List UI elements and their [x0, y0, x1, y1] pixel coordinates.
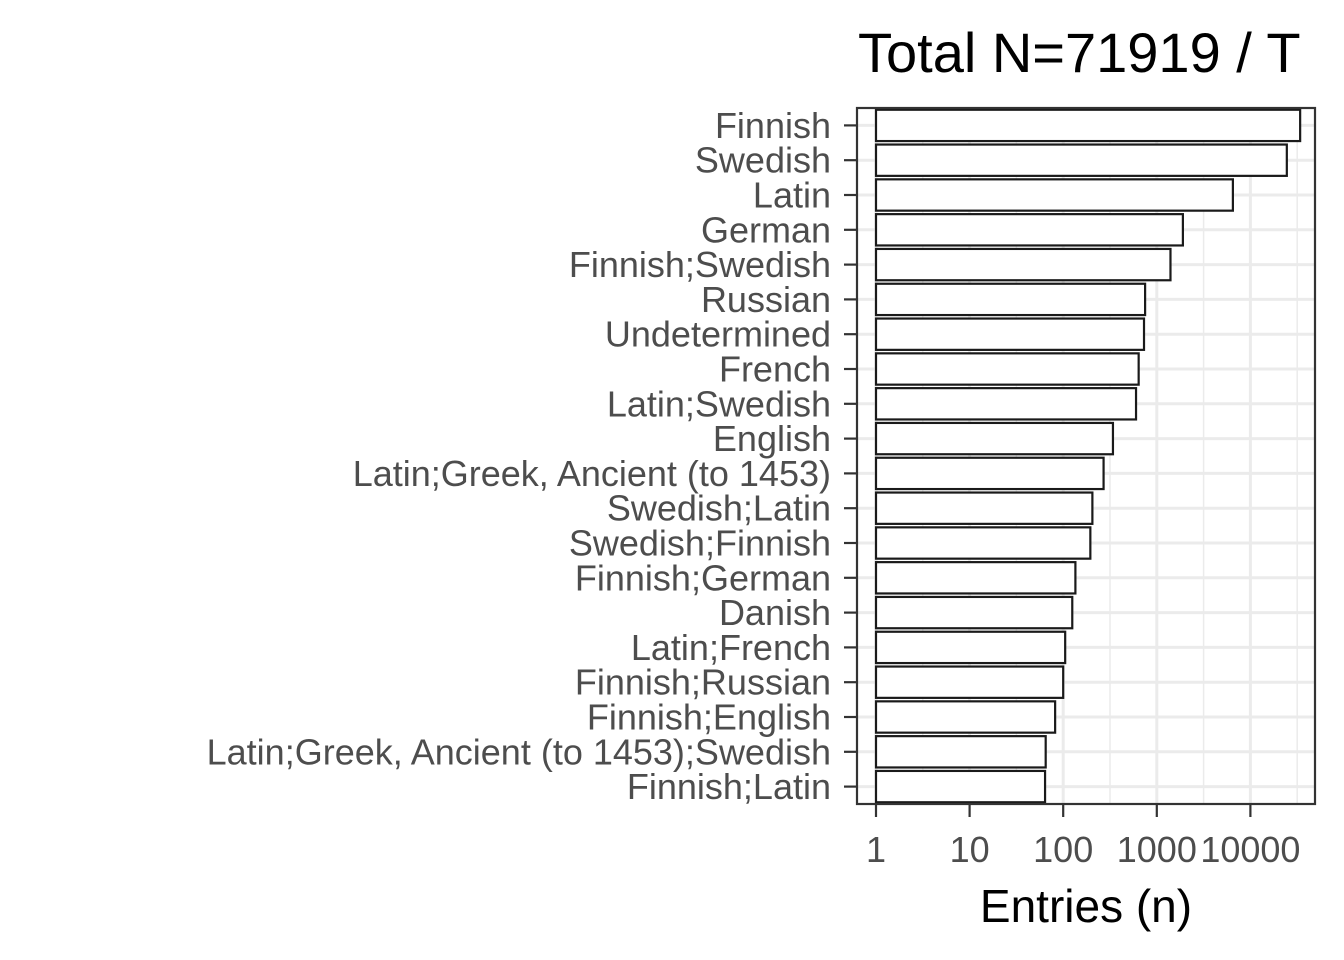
bar — [874, 561, 1077, 595]
category-label: Undetermined — [605, 314, 831, 355]
bar — [874, 143, 1288, 177]
bars — [874, 108, 1302, 804]
category-label: Russian — [701, 279, 831, 320]
bar — [874, 595, 1074, 630]
x-tick-label: 10 — [950, 829, 990, 870]
category-label: Latin;Swedish — [607, 383, 831, 424]
category-label: Swedish — [695, 140, 831, 181]
plot-panel-border — [855, 106, 1317, 806]
bar — [874, 665, 1065, 699]
bar — [874, 178, 1234, 212]
bar — [874, 282, 1147, 317]
x-tick-label: 1000 — [1117, 829, 1197, 870]
x-axis: 1 10 100 1000 10000 — [866, 804, 1300, 870]
category-label: Latin;Greek, Ancient (to 1453);Swedish — [207, 731, 831, 772]
category-label: Finnish;English — [587, 697, 831, 738]
category-label: Finnish;Latin — [627, 766, 831, 807]
bar — [874, 526, 1092, 560]
bar — [874, 700, 1057, 734]
grid-lines — [857, 108, 1315, 804]
bar — [874, 108, 1302, 143]
bar — [874, 456, 1105, 491]
category-label: Finnish;Russian — [575, 662, 831, 703]
x-axis-title: Entries (n) — [980, 880, 1192, 932]
bar — [874, 247, 1172, 282]
category-label: Finnish;Swedish — [569, 244, 831, 285]
category-label: English — [713, 418, 831, 459]
x-tick-label: 10000 — [1200, 829, 1300, 870]
category-label: Danish — [719, 592, 831, 633]
category-label: German — [701, 209, 831, 250]
bar — [874, 317, 1146, 351]
x-tick-label: 100 — [1033, 829, 1093, 870]
bar — [874, 769, 1047, 804]
chart-title: Total N=71919 / T — [858, 21, 1301, 84]
bar — [874, 491, 1094, 525]
bar — [874, 352, 1140, 386]
category-label: Swedish;Latin — [607, 488, 831, 529]
bar — [874, 735, 1047, 769]
category-label: Finnish;German — [575, 557, 831, 598]
bar — [874, 421, 1115, 456]
bar — [874, 630, 1067, 665]
category-label: Latin;French — [631, 627, 831, 668]
bar — [874, 387, 1138, 421]
category-label: Swedish;Finnish — [569, 523, 831, 564]
category-label: Latin — [753, 175, 831, 216]
category-labels: FinnishSwedishLatinGermanFinnish;Swedish… — [207, 105, 857, 807]
x-tick-label: 1 — [866, 829, 886, 870]
category-label: Latin;Greek, Ancient (to 1453) — [353, 453, 831, 494]
bar — [874, 213, 1184, 247]
category-label: French — [719, 349, 831, 390]
category-label: Finnish — [715, 105, 831, 146]
